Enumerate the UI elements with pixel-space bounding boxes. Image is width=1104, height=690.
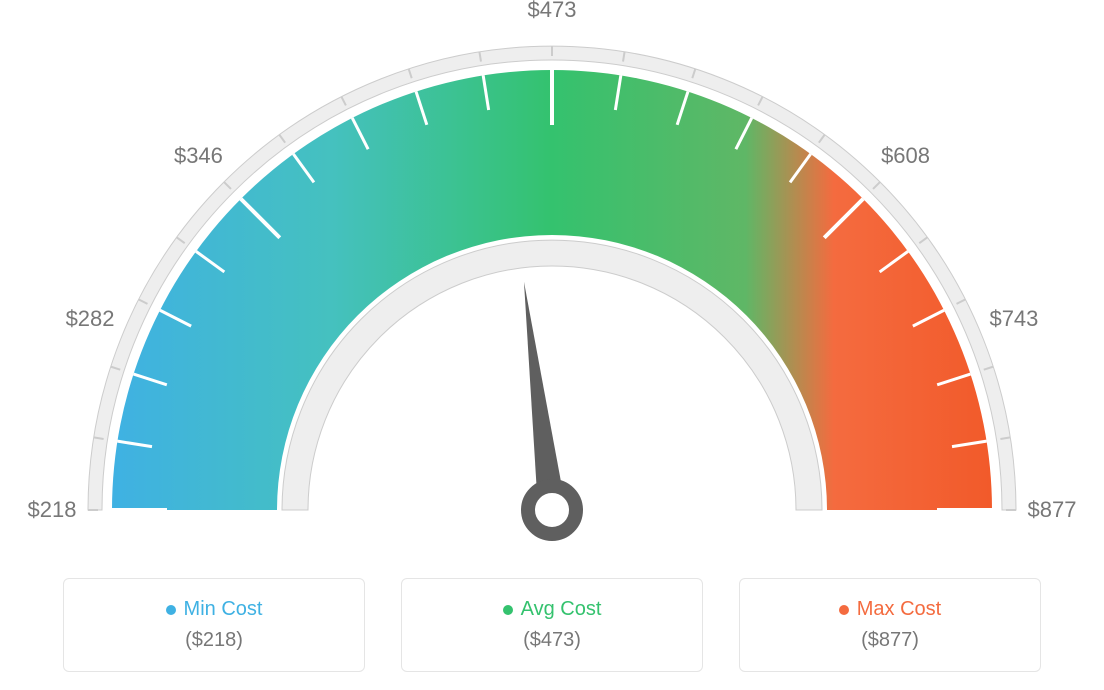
- gauge-needle-hub: [528, 486, 576, 534]
- legend-avg-label: Avg Cost: [521, 598, 602, 621]
- legend-card-min: Min Cost ($218): [63, 578, 365, 672]
- legend-max-value: ($877): [861, 629, 919, 652]
- gauge-axis-label: $608: [881, 143, 930, 169]
- legend-min-header: Min Cost: [166, 598, 263, 621]
- gauge-axis-label: $877: [1028, 497, 1077, 523]
- gauge-axis-label: $282: [66, 306, 115, 332]
- legend-avg-header: Avg Cost: [503, 598, 602, 621]
- legend-min-dot: [166, 605, 176, 615]
- gauge-chart: $218 $282 $346 $473 $608 $743 $877: [0, 0, 1104, 560]
- gauge-axis-label: $743: [989, 306, 1038, 332]
- legend-max-header: Max Cost: [839, 598, 941, 621]
- legend-max-label: Max Cost: [857, 598, 941, 621]
- legend-min-label: Min Cost: [184, 598, 263, 621]
- legend-avg-value: ($473): [523, 629, 581, 652]
- gauge-axis-label: $473: [528, 0, 577, 23]
- gauge-axis-label: $218: [28, 497, 77, 523]
- gauge-axis-label: $346: [174, 143, 223, 169]
- legend-max-dot: [839, 605, 849, 615]
- gauge-needle: [524, 282, 566, 512]
- gauge-svg: [0, 0, 1104, 560]
- legend-avg-dot: [503, 605, 513, 615]
- legend-card-avg: Avg Cost ($473): [401, 578, 703, 672]
- cost-gauge-widget: $218 $282 $346 $473 $608 $743 $877 Min Cost ($…: [0, 0, 1104, 690]
- legend-min-value: ($218): [185, 629, 243, 652]
- legend-card-max: Max Cost ($877): [739, 578, 1041, 672]
- legend-row: Min Cost ($218) Avg Cost ($473) Max Cost…: [0, 578, 1104, 672]
